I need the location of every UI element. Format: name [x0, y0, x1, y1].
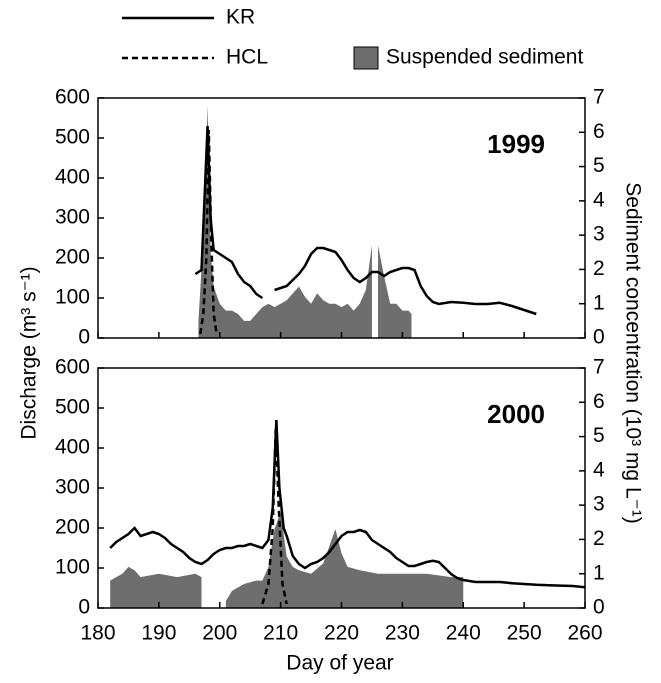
y-tick-label: 300 — [55, 206, 90, 229]
y2-tick-label: 2 — [593, 257, 605, 280]
panel-label: 2000 — [487, 399, 545, 429]
y2-tick-label: 0 — [593, 596, 605, 619]
x-tick-label: 220 — [324, 622, 359, 645]
discharge-line — [109, 419, 586, 589]
panel-label: 1999 — [487, 129, 545, 159]
y2-tick-label: 4 — [593, 188, 605, 211]
y-tick-label: 100 — [55, 286, 90, 309]
legend-label: Suspended sediment — [386, 46, 583, 69]
y-tick-label: 500 — [55, 396, 90, 419]
legend-swatch — [353, 46, 379, 70]
x-tick-label: 230 — [385, 622, 420, 645]
sediment-area — [198, 104, 412, 338]
sediment-area — [110, 512, 464, 608]
y2-tick-label: 6 — [593, 120, 605, 143]
y-tick-label: 600 — [55, 356, 90, 379]
x-tick-label: 180 — [80, 622, 115, 645]
x-tick-label: 260 — [567, 622, 602, 645]
x-tick-label: 250 — [507, 622, 542, 645]
y2-tick-label: 7 — [593, 86, 605, 109]
y-tick-label: 400 — [55, 436, 90, 459]
y2-tick-label: 5 — [593, 154, 605, 177]
y2-tick-label: 4 — [593, 458, 605, 481]
y2-axis-label: Sediment concentration (10³ mg L⁻¹) — [621, 182, 644, 523]
x-axis-label: Day of year — [286, 652, 393, 675]
y-axis-label: Discharge (m³ s⁻¹) — [18, 266, 41, 439]
y2-tick-label: 1 — [593, 561, 605, 584]
y-tick-label: 600 — [55, 86, 90, 109]
discharge-line — [261, 427, 288, 605]
y-tick-label: 400 — [55, 166, 90, 189]
y2-tick-label: 7 — [593, 356, 605, 379]
y-tick-label: 500 — [55, 126, 90, 149]
legend-label: KR — [226, 6, 255, 29]
x-tick-label: 210 — [263, 622, 298, 645]
y-tick-label: 200 — [55, 246, 90, 269]
y-tick-label: 300 — [55, 476, 90, 499]
x-tick-label: 240 — [446, 622, 481, 645]
discharge-line — [194, 125, 537, 316]
y2-tick-label: 0 — [593, 326, 605, 349]
y-tick-label: 0 — [78, 326, 90, 349]
y2-tick-label: 3 — [593, 223, 605, 246]
y-tick-label: 200 — [55, 516, 90, 539]
y2-tick-label: 5 — [593, 424, 605, 447]
y-tick-label: 0 — [78, 596, 90, 619]
y2-tick-label: 1 — [593, 291, 605, 314]
legend-label: HCL — [226, 46, 268, 69]
y2-tick-label: 6 — [593, 390, 605, 413]
y2-tick-label: 2 — [593, 527, 605, 550]
y2-tick-label: 3 — [593, 493, 605, 516]
y-tick-label: 100 — [55, 556, 90, 579]
discharge-line — [199, 129, 218, 335]
x-tick-label: 190 — [141, 622, 176, 645]
x-tick-label: 200 — [202, 622, 237, 645]
